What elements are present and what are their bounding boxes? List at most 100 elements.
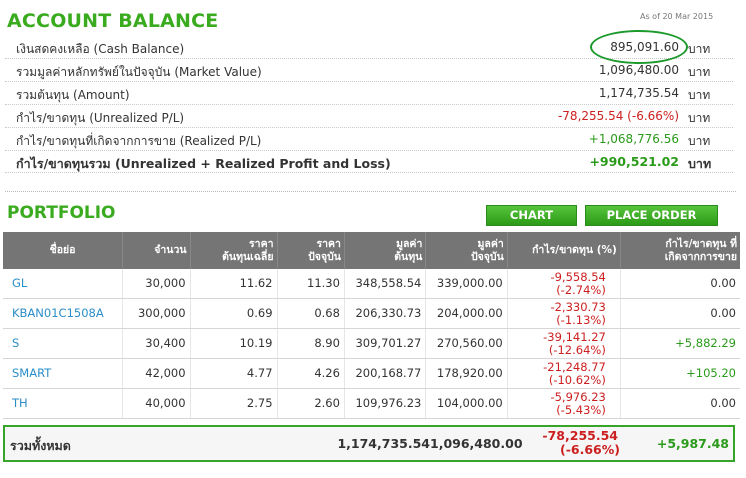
- cell-symbol[interactable]: SMART: [3, 358, 123, 389]
- cell-volume: 300,000: [122, 298, 191, 329]
- unrealized-pl-value: -39,141.27: [543, 329, 606, 344]
- total-cost-value: 1,174,735.54: [337, 436, 430, 451]
- cell-symbol[interactable]: KBAN01C1508A: [3, 298, 123, 329]
- cell-volume: 30,400: [122, 328, 191, 359]
- cell-volume: 40,000: [122, 388, 191, 419]
- cell-unrealized-pl: -2,330.73 (-1.13%): [506, 298, 621, 329]
- cell-market-value: 178,920.00: [425, 358, 508, 389]
- balance-row-label: กำไร/ขาดทุนที่เกิดจากการขาย (Realized P/…: [16, 134, 262, 148]
- header-realized-pl[interactable]: กำไร/ขาดทุน ที่ เกิดจากการขาย: [619, 232, 740, 269]
- balance-row-label: รวมต้นทุน (Amount): [16, 88, 130, 102]
- total-unrealized-pl: -78,255.54: [542, 428, 618, 443]
- cash-balance-highlight-ellipse: [590, 30, 688, 64]
- unrealized-pl-value: -21,248.77: [543, 359, 606, 374]
- cell-symbol[interactable]: GL: [3, 269, 123, 299]
- cell-price: 11.30: [276, 269, 345, 299]
- unrealized-pl-percent: (-12.64%): [548, 342, 606, 357]
- cell-realized-pl: +105.20: [619, 358, 740, 389]
- portfolio-row: KBAN01C1508A 300,000 0.69 0.68 206,330.73 204…: [3, 298, 740, 329]
- cell-cost-value: 200,168.77: [343, 358, 426, 389]
- balance-row-unit: บาท: [688, 65, 711, 79]
- cell-cost-value: 109,976.23: [343, 388, 426, 419]
- balance-row: รวมต้นทุน (Amount) 1,174,735.54 บาท: [5, 82, 733, 105]
- header-cost-value-line1: มูลค่า: [396, 237, 423, 250]
- cell-unrealized-pl: -5,976.23 (-5.43%): [506, 388, 621, 419]
- header-realized-line2: เกิดจากการขาย: [664, 250, 737, 263]
- cell-market-value: 204,000.00: [425, 298, 508, 329]
- header-avg-cost-line2: ต้นทุนเฉลี่ย: [222, 250, 274, 263]
- unrealized-pl-value: -2,330.73: [550, 299, 606, 314]
- cell-price: 4.26: [276, 358, 345, 389]
- total-market-value: 1,096,480.00: [430, 436, 523, 451]
- cell-market-value: 104,000.00: [425, 388, 508, 419]
- balance-row-value: -78,255.54 (-6.66%): [557, 109, 679, 123]
- place-order-button[interactable]: PLACE ORDER: [585, 205, 718, 226]
- cell-realized-pl: +5,882.29: [619, 328, 740, 359]
- header-market-value-line1: มูลค่า: [477, 237, 504, 250]
- header-price-line1: ราคา: [316, 237, 341, 250]
- cell-volume: 30,000: [122, 269, 191, 299]
- account-balance-title: ACCOUNT BALANCE: [7, 10, 219, 32]
- balance-row-label: รวมมูลค่าหลักทรัพย์ในปัจจุบัน (Market Va…: [16, 65, 262, 79]
- balance-row-value: 1,096,480.00: [598, 63, 679, 77]
- cell-symbol[interactable]: TH: [3, 388, 123, 419]
- portfolio-total-row: รวมทั้งหมด 1,174,735.54 1,096,480.00 -78…: [3, 425, 735, 462]
- unrealized-pl-percent: (-5.43%): [556, 402, 606, 417]
- section-divider: [5, 191, 736, 192]
- total-unrealized-pct: (-6.66%): [560, 442, 620, 457]
- header-price[interactable]: ราคา ปัจจุบัน: [276, 232, 345, 269]
- header-market-value[interactable]: มูลค่า ปัจจุบัน: [425, 232, 508, 269]
- balance-row: รวมมูลค่าหลักทรัพย์ในปัจจุบัน (Market Va…: [5, 59, 733, 82]
- balance-row-unit: บาท: [688, 88, 711, 102]
- balance-row-label: กำไร/ขาดทุน (Unrealized P/L): [16, 111, 185, 125]
- balance-row-label: กำไร/ขาดทุนรวม (Unrealized + Realized Pr…: [16, 156, 391, 171]
- balance-row-value: +990,521.02: [589, 154, 679, 169]
- cell-unrealized-pl: -39,141.27 (-12.64%): [506, 328, 621, 359]
- cell-market-value: 270,560.00: [425, 328, 508, 359]
- cell-price: 8.90: [276, 328, 345, 359]
- unrealized-pl-value: -5,976.23: [550, 389, 606, 404]
- unrealized-pl-percent: (-10.62%): [548, 372, 606, 387]
- portfolio-row: GL 30,000 11.62 11.30 348,558.54 339,000.00 -9…: [3, 269, 740, 299]
- balance-row-unit: บาท: [688, 134, 711, 148]
- balance-row: กำไร/ขาดทุนรวม (Unrealized + Realized Pr…: [5, 150, 733, 173]
- portfolio-row: SMART 42,000 4.77 4.26 200,168.77 178,920.00-…: [3, 358, 740, 389]
- portfolio-title: PORTFOLIO: [7, 203, 116, 223]
- portfolio-header-row: ชื่อย่อ จำนวน ราคา ต้นทุนเฉลี่ย ราคา ปัจจุ…: [3, 232, 740, 269]
- header-volume[interactable]: จำนวน: [122, 232, 191, 269]
- unrealized-pl-percent: (-2.74%): [556, 282, 606, 297]
- cell-unrealized-pl: -21,248.77 (-10.62%): [506, 358, 621, 389]
- balance-row-unit: บาท: [688, 42, 711, 56]
- total-label: รวมทั้งหมด: [10, 438, 71, 453]
- cell-avg-cost: 4.77: [189, 358, 278, 389]
- balance-row-unit: บาท: [688, 111, 711, 125]
- cell-price: 2.60: [276, 388, 345, 419]
- cell-unrealized-pl: -9,558.54 (-2.74%): [506, 269, 621, 299]
- unrealized-pl-value: -9,558.54: [550, 269, 606, 284]
- cell-avg-cost: 0.69: [189, 298, 278, 329]
- cell-cost-value: 309,701.27: [343, 328, 426, 359]
- header-cost-value[interactable]: มูลค่า ต้นทุน: [343, 232, 426, 269]
- header-avg-cost[interactable]: ราคา ต้นทุนเฉลี่ย: [189, 232, 278, 269]
- header-unrealized-pl[interactable]: กำไร/ขาดทุน (%): [506, 232, 621, 269]
- cell-realized-pl: 0.00: [619, 388, 740, 419]
- cell-symbol[interactable]: S: [3, 328, 123, 359]
- balance-row-value: 1,174,735.54: [598, 86, 679, 100]
- balance-row-label: เงินสดคงเหลือ (Cash Balance): [16, 42, 185, 56]
- cell-cost-value: 206,330.73: [343, 298, 426, 329]
- header-symbol[interactable]: ชื่อย่อ: [3, 232, 123, 269]
- header-price-line2: ปัจจุบัน: [308, 250, 341, 263]
- unrealized-pl-percent: (-1.13%): [556, 312, 606, 327]
- balance-row-unit: บาท: [688, 156, 712, 171]
- header-market-value-line2: ปัจจุบัน: [470, 250, 504, 263]
- chart-button[interactable]: CHART: [486, 205, 577, 226]
- header-avg-cost-line1: ราคา: [249, 237, 274, 250]
- balance-row: กำไร/ขาดทุน (Unrealized P/L) -78,255.54 (…: [5, 105, 733, 128]
- cell-avg-cost: 10.19: [189, 328, 278, 359]
- cell-avg-cost: 2.75: [189, 388, 278, 419]
- portfolio-row: TH 40,000 2.75 2.60 109,976.23 104,000.00 -5,9…: [3, 388, 740, 419]
- cell-avg-cost: 11.62: [189, 269, 278, 299]
- cell-volume: 42,000: [122, 358, 191, 389]
- header-cost-value-line2: ต้นทุน: [394, 250, 423, 263]
- portfolio-row: S 30,400 10.19 8.90 309,701.27 270,560.00 -39,…: [3, 328, 740, 359]
